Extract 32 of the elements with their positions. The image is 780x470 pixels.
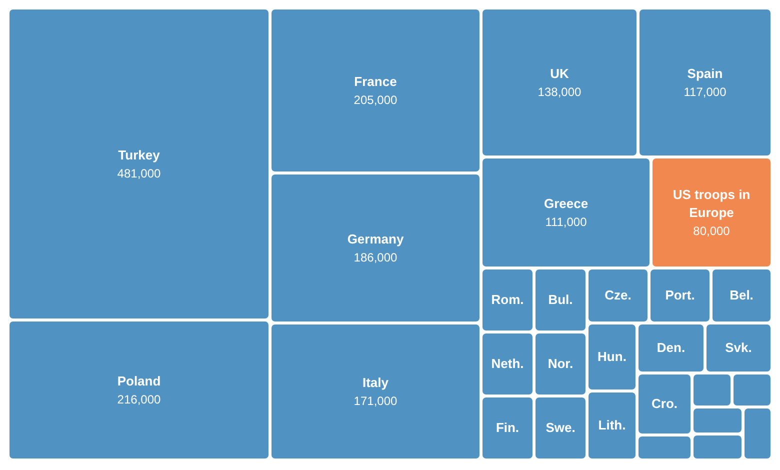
category-label: Neth. xyxy=(491,356,524,371)
category-label: Swe. xyxy=(546,420,576,435)
category-label: Greece xyxy=(544,196,588,211)
category-label: France xyxy=(354,74,397,89)
category-label: Cro. xyxy=(652,396,678,411)
data-label: 171,000 xyxy=(354,394,398,408)
category-label: Turkey xyxy=(118,148,161,162)
data-label: 205,000 xyxy=(354,93,398,107)
category-label: Spain xyxy=(687,66,723,81)
data-label: 111,000 xyxy=(545,215,588,229)
category-label: Lith. xyxy=(598,418,626,432)
category-label: Den. xyxy=(656,340,686,355)
category-label: Poland xyxy=(117,374,161,388)
data-label: 216,000 xyxy=(117,392,162,406)
data-label: 80,000 xyxy=(693,224,730,238)
category-label: Svk. xyxy=(725,340,752,355)
category-label: Bul. xyxy=(548,292,573,307)
category-label: Hun. xyxy=(598,349,626,364)
data-label: 138,000 xyxy=(538,85,582,99)
data-label: 117,000 xyxy=(684,85,727,99)
category-label: US troops in Europe xyxy=(672,187,750,220)
category-label: Germany xyxy=(347,232,404,246)
category-label: Italy xyxy=(362,375,390,390)
category-label: Cze. xyxy=(604,288,632,302)
data-label: 186,000 xyxy=(354,250,398,264)
category-label: Bel. xyxy=(730,288,754,302)
category-label: Rom. xyxy=(491,292,524,307)
category-label: Port. xyxy=(665,288,695,302)
data-label: 481,000 xyxy=(117,166,162,180)
category-label: UK xyxy=(550,66,570,81)
category-label: Nor. xyxy=(548,356,574,371)
category-label: Fin. xyxy=(496,420,520,435)
